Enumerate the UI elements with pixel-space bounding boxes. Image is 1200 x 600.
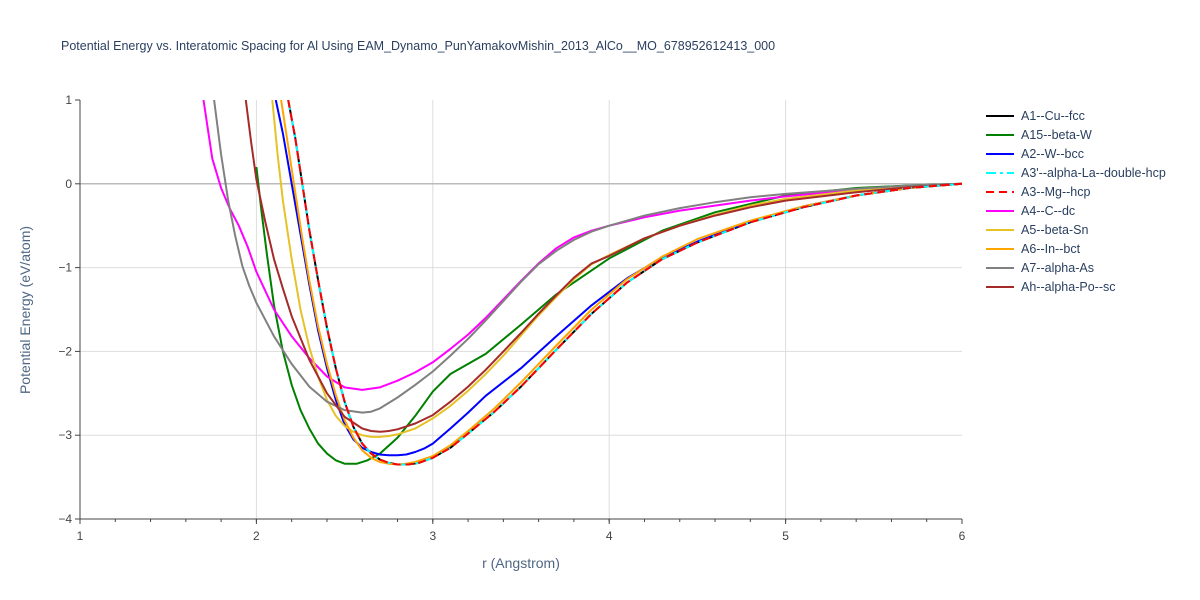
series-line-a3-mg-hcp: [287, 100, 962, 466]
y-tick-label: −4: [58, 512, 72, 526]
legend-label: A6--In--bct: [1021, 242, 1081, 256]
y-tick-labels: 1 0 −1 −2 −3 −4: [58, 93, 72, 526]
y-tick-label: −3: [58, 428, 72, 442]
legend-label: A4--C--dc: [1021, 204, 1075, 218]
x-tick-labels: 1 2 3 4 5 6: [77, 529, 966, 543]
y-tick-label: −1: [58, 261, 72, 275]
series-layer: [202, 100, 962, 466]
legend-label: A3--Mg--hcp: [1021, 185, 1091, 199]
series-line-a2-w-bcc: [274, 100, 962, 457]
x-axis-title: r (Angstrom): [482, 555, 560, 571]
series-line-ah-alpha-po-sc: [244, 100, 962, 433]
legend-item-a1-cu-fcc[interactable]: A1--Cu--fcc: [986, 109, 1085, 123]
legend-item-a7-alpha-as[interactable]: A7--alpha-As: [986, 261, 1094, 275]
x-tick-label: 4: [606, 529, 613, 543]
x-tick-label: 1: [77, 529, 84, 543]
y-axis-title: Potential Energy (eV/atom): [17, 226, 33, 394]
legend-item-a4-c-dc[interactable]: A4--C--dc: [986, 204, 1075, 218]
legend-label: A3'--alpha-La--double-hcp: [1021, 166, 1166, 180]
axes: [75, 99, 963, 524]
legend-item-a3-alpha-la-double-hcp[interactable]: A3'--alpha-La--double-hcp: [986, 166, 1166, 180]
series-line-a7-alpha-as: [213, 100, 962, 414]
legend-item-a2-w-bcc[interactable]: A2--W--bcc: [986, 147, 1084, 161]
x-tick-label: 6: [959, 529, 966, 543]
x-tick-label: 5: [782, 529, 789, 543]
legend-item-a15-beta-w[interactable]: A15--beta-W: [986, 128, 1092, 142]
series-line-a6-in-bct: [280, 100, 962, 466]
series-line-a1-cu-fcc: [287, 100, 962, 466]
legend-label: A2--W--bcc: [1021, 147, 1084, 161]
grid-lines: [80, 100, 962, 519]
legend: A1--Cu--fcc A15--beta-W A2--W--bcc A3'--alp…: [986, 109, 1166, 294]
legend-item-a5-beta-sn[interactable]: A5--beta-Sn: [986, 223, 1088, 237]
y-tick-label: 1: [65, 93, 72, 107]
y-tick-label: −2: [58, 344, 72, 358]
series-line-a3-alpha-la-double-hcp: [287, 100, 962, 466]
legend-item-a6-in-bct[interactable]: A6--In--bct: [986, 242, 1081, 256]
legend-item-a3-mg-hcp[interactable]: A3--Mg--hcp: [986, 185, 1091, 199]
series-line-a4-c-dc: [202, 100, 962, 391]
legend-label: A1--Cu--fcc: [1021, 109, 1085, 123]
legend-label: Ah--alpha-Po--sc: [1021, 280, 1115, 294]
x-tick-label: 2: [253, 529, 260, 543]
legend-label: A5--beta-Sn: [1021, 223, 1088, 237]
legend-label: A7--alpha-As: [1021, 261, 1094, 275]
legend-item-ah-alpha-po-sc[interactable]: Ah--alpha-Po--sc: [986, 280, 1115, 294]
chart-title: Potential Energy vs. Interatomic Spacing…: [61, 39, 775, 53]
legend-label: A15--beta-W: [1021, 128, 1092, 142]
series-line-a5-beta-sn: [271, 100, 962, 438]
y-tick-label: 0: [65, 177, 72, 191]
x-tick-label: 3: [429, 529, 436, 543]
